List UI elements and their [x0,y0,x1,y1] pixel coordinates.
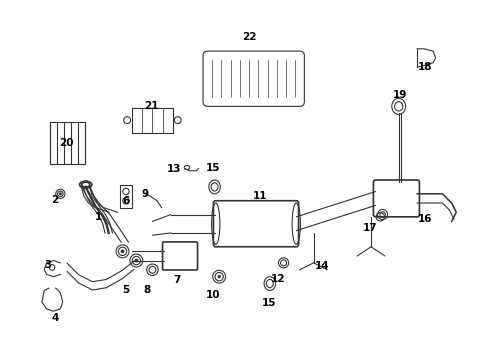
Text: 21: 21 [144,102,159,111]
Ellipse shape [218,275,220,278]
Text: 13: 13 [167,165,182,174]
Ellipse shape [135,259,138,262]
FancyBboxPatch shape [162,242,197,270]
Text: 3: 3 [44,260,51,270]
Text: 14: 14 [314,261,328,271]
Text: 7: 7 [173,275,180,285]
Text: 4: 4 [51,313,59,323]
Text: 15: 15 [261,298,276,308]
Bar [131,108,173,133]
Text: 1: 1 [95,212,102,222]
Text: 16: 16 [417,214,432,224]
Text: 18: 18 [417,62,432,72]
Text: 9: 9 [141,189,148,199]
Text: 19: 19 [392,90,407,100]
Text: 8: 8 [143,285,150,296]
FancyBboxPatch shape [203,51,304,106]
Ellipse shape [121,250,123,253]
Bar [50,122,84,164]
Text: 10: 10 [205,290,220,300]
Text: 12: 12 [270,274,285,284]
FancyBboxPatch shape [373,180,419,217]
Bar [120,185,131,208]
Ellipse shape [60,193,61,195]
Text: 17: 17 [362,223,377,233]
Text: 11: 11 [252,191,267,201]
Text: 15: 15 [205,163,220,174]
FancyBboxPatch shape [213,201,298,247]
Text: 5: 5 [122,285,129,296]
Text: 2: 2 [51,195,59,205]
Text: 22: 22 [242,32,256,42]
Text: 20: 20 [59,138,74,148]
Text: 6: 6 [122,196,129,206]
